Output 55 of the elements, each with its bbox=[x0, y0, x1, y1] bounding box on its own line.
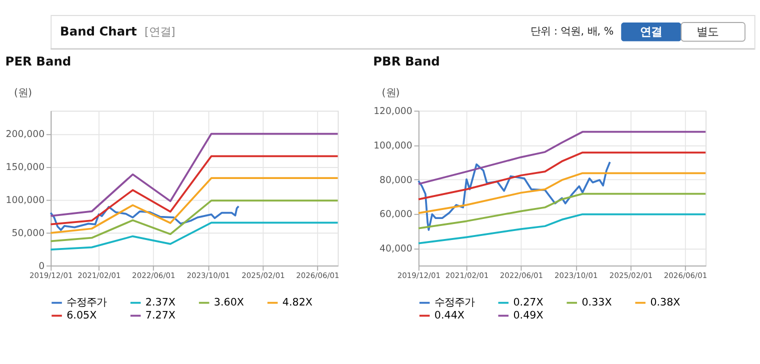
y-tick-label: 60,000 bbox=[380, 209, 412, 220]
chart-title: PER Band bbox=[5, 54, 72, 69]
line-series bbox=[50, 200, 339, 242]
x-tick-label: 2019/12/01 bbox=[397, 271, 441, 280]
y-tick-label: 80,000 bbox=[380, 174, 412, 186]
text: 별도 bbox=[696, 26, 718, 39]
legend-label: 2.37X bbox=[145, 296, 176, 309]
x-tick-label: 2025/02/01 bbox=[609, 271, 653, 280]
text: [연결] bbox=[144, 26, 176, 39]
legend-label: 0.49X bbox=[513, 310, 544, 322]
legend-label: 7.27X bbox=[145, 310, 176, 322]
y-tick-label: 0 bbox=[38, 260, 45, 272]
legend-label: 0.38X bbox=[650, 296, 680, 309]
text: Band Chart bbox=[60, 24, 138, 39]
text: 단위 : 억원, 배, % bbox=[530, 26, 614, 38]
line-series bbox=[418, 130, 707, 185]
y-tick-label: 200,000 bbox=[6, 129, 45, 140]
x-tick-label: 2021/02/01 bbox=[445, 271, 489, 280]
y-tick-label: 100,000 bbox=[374, 140, 412, 152]
y-tick-label: 150,000 bbox=[6, 162, 45, 173]
y-tick-label: 120,000 bbox=[374, 106, 412, 117]
x-tick-label: 2023/10/01 bbox=[186, 271, 230, 280]
y-tick-label: 100,000 bbox=[6, 194, 45, 206]
line-series bbox=[50, 177, 339, 234]
x-tick-label: 2026/06/01 bbox=[664, 271, 708, 280]
line-series bbox=[418, 152, 707, 200]
line-series bbox=[418, 213, 707, 244]
line-series bbox=[50, 132, 339, 217]
x-tick-label: 2026/06/01 bbox=[296, 271, 340, 280]
legend-label: 0.44X bbox=[434, 310, 464, 322]
x-tick-label: 2025/02/01 bbox=[242, 271, 286, 280]
chart-title: PBR Band bbox=[373, 54, 440, 69]
x-tick-label: 2019/12/01 bbox=[30, 271, 73, 280]
x-tick-label: 2022/06/01 bbox=[500, 271, 544, 280]
legend-label: 3.60X bbox=[214, 296, 244, 309]
legend-label: 0.27X bbox=[513, 296, 544, 309]
line-series bbox=[50, 222, 339, 250]
line-series bbox=[418, 161, 611, 231]
legend-label: 수정주가 bbox=[66, 296, 107, 309]
text: 연결 bbox=[640, 26, 662, 39]
x-tick-label: 2022/06/01 bbox=[132, 271, 176, 280]
line-series bbox=[418, 172, 707, 214]
line-series bbox=[50, 205, 240, 231]
legend-label: 4.82X bbox=[282, 296, 312, 309]
legend-label: 수정주가 bbox=[434, 296, 474, 309]
x-tick-label: 2021/02/01 bbox=[78, 271, 122, 280]
y-axis-title: (원) bbox=[382, 87, 400, 100]
legend-label: 6.05X bbox=[66, 310, 97, 322]
line-series bbox=[50, 155, 339, 226]
y-tick-label: 50,000 bbox=[12, 228, 45, 239]
y-axis-title: (원) bbox=[14, 87, 32, 100]
y-tick-label: 40,000 bbox=[380, 244, 412, 255]
legend-label: 0.33X bbox=[582, 296, 612, 309]
x-tick-label: 2023/10/01 bbox=[554, 271, 598, 280]
line-series bbox=[418, 192, 707, 230]
